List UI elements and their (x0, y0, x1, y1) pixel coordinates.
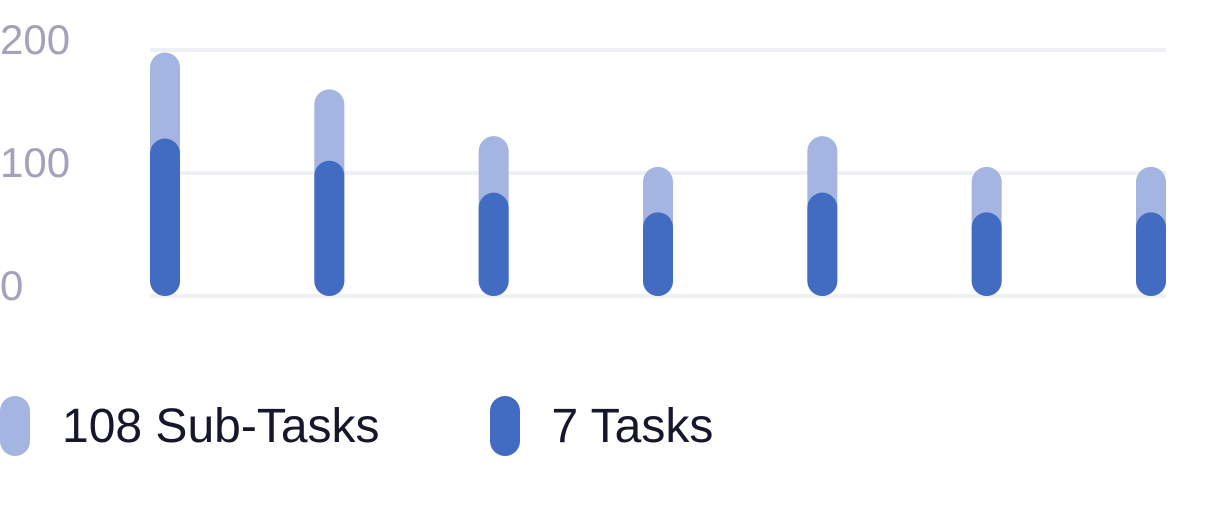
legend-label-subtasks: 108 Sub-Tasks (62, 399, 380, 453)
bar-series-1-5[interactable] (971, 212, 1002, 296)
y-tick-label-200: 200 (0, 16, 70, 63)
bar-series-1-3[interactable] (643, 212, 673, 296)
bars (150, 52, 1166, 297)
bar-series-1-6[interactable] (1136, 212, 1166, 296)
legend-swatch-subtasks (0, 396, 30, 456)
bar-chart: 0 100 200 (0, 16, 1166, 309)
legend-swatch-tasks (489, 396, 520, 456)
y-tick-label-100: 100 (0, 139, 70, 186)
bar-series-1-0[interactable] (150, 138, 180, 296)
bar-series-1-2[interactable] (478, 192, 509, 296)
legend: 108 Sub-Tasks 7 Tasks (0, 396, 823, 456)
y-tick-label-0: 0 (0, 262, 23, 309)
legend-item-tasks[interactable]: 7 Tasks (489, 396, 714, 456)
legend-item-subtasks[interactable]: 108 Sub-Tasks (0, 396, 380, 456)
y-axis-ticks: 0 100 200 (0, 16, 70, 309)
legend-label-tasks: 7 Tasks (551, 399, 714, 453)
bar-series-1-4[interactable] (807, 192, 838, 296)
bar-series-1-1[interactable] (314, 160, 345, 296)
